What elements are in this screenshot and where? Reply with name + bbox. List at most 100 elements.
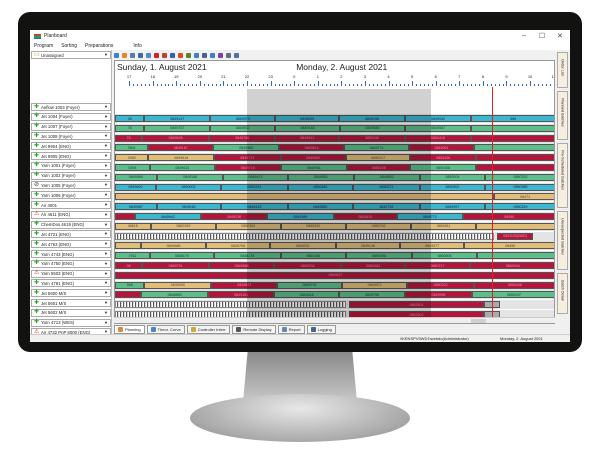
batch-bar[interactable]: 0849716 bbox=[214, 164, 281, 171]
batch-bar[interactable]: 0849157 bbox=[148, 144, 214, 152]
machine-dropdown[interactable]: ⊘ Yarn 1005 (Foyer) ▼ bbox=[31, 181, 111, 190]
batch-bar[interactable]: 089 bbox=[470, 115, 554, 122]
batch-bar[interactable]: 0850762 bbox=[345, 222, 412, 230]
side-tab[interactable]: Order List bbox=[557, 52, 568, 88]
batch-bar[interactable]: 0849419 bbox=[221, 203, 288, 211]
machine-dropdown[interactable]: ✚ Yarn 4743 (ENG) ▼ bbox=[31, 250, 111, 258]
batch-bar[interactable]: 0849997 bbox=[419, 203, 485, 211]
batch-bar[interactable]: 0851155(0852) bbox=[497, 232, 534, 240]
maximize-button[interactable]: ☐ bbox=[539, 33, 546, 40]
batch-bar[interactable]: 0850208 bbox=[347, 164, 411, 171]
machine-dropdown[interactable]: ✚ Jet 9904 (ENG) ▼ bbox=[31, 142, 111, 151]
toolbar-button-icon[interactable] bbox=[194, 52, 199, 58]
batch-bar[interactable]: 0849418 bbox=[274, 291, 339, 299]
batch-bar[interactable]: 0849379 bbox=[210, 115, 276, 122]
machine-dropdown[interactable]: ✚ ChemDos 4619 (ENG) ▼ bbox=[31, 220, 111, 229]
batch-bar[interactable]: 0850251 bbox=[221, 183, 288, 191]
batch-bar[interactable]: 0849148 bbox=[275, 124, 340, 132]
machine-dropdown[interactable]: ✚ Jet 4721 (ENG) ▼ bbox=[31, 230, 111, 239]
machine-dropdown[interactable]: ✚ Air 4001 ▼ bbox=[31, 201, 111, 209]
batch-bar[interactable]: 0849615 bbox=[149, 164, 215, 171]
machine-dropdown[interactable]: ✚ Jet 4763 (ENG) ▼ bbox=[31, 240, 111, 249]
batch-bar[interactable] bbox=[115, 301, 346, 309]
batch-bar[interactable]: 0850571 bbox=[353, 183, 420, 191]
toolbar-button-icon[interactable] bbox=[154, 52, 159, 58]
batch-bar[interactable]: 0848176 bbox=[149, 252, 215, 260]
toolbar-button-icon[interactable] bbox=[114, 52, 119, 58]
batch-bar[interactable]: 0850408 bbox=[410, 164, 476, 171]
batch-bar[interactable]: 0849188 bbox=[156, 173, 224, 181]
batch-bar[interactable]: 0849707 bbox=[144, 124, 211, 132]
tab-theor-curve[interactable]: Theor. Curve bbox=[146, 325, 185, 334]
machine-dropdown[interactable]: ✚ Yarn 4781 (ENG) ▼ bbox=[31, 279, 111, 288]
batch-bar[interactable]: 0849147 bbox=[144, 115, 211, 122]
toolbar-button-icon[interactable] bbox=[210, 52, 215, 58]
batch-bar[interactable]: 0849138 bbox=[200, 213, 268, 220]
batch-bar[interactable]: 0849987 bbox=[115, 203, 157, 211]
batch-bar[interactable] bbox=[470, 124, 554, 132]
batch-bar[interactable]: 0850220 bbox=[407, 281, 474, 289]
batch-bar[interactable]: 0849551 bbox=[287, 173, 355, 181]
batch-bar[interactable]: 0849400 bbox=[144, 281, 211, 289]
tab-logging[interactable]: Logging bbox=[306, 325, 336, 334]
batch-bar[interactable]: 0841 bbox=[115, 144, 149, 152]
batch-bar[interactable]: 0849931 bbox=[270, 242, 336, 250]
batch-bar[interactable]: 0850004 bbox=[419, 173, 485, 181]
batch-bar[interactable]: 0850530 bbox=[280, 222, 346, 230]
batch-bar[interactable]: 0849941 bbox=[275, 134, 339, 142]
batch-bar[interactable]: 0850249 bbox=[485, 203, 554, 211]
batch-bar[interactable]: 0850253 bbox=[485, 173, 554, 181]
batch-bar[interactable]: 0850159 bbox=[150, 222, 217, 230]
batch-bar[interactable]: 0849961 bbox=[409, 144, 474, 152]
batch-bar[interactable]: 0849739 bbox=[353, 203, 420, 211]
batch-bar[interactable] bbox=[115, 291, 142, 299]
batch-bar[interactable]: 0850606 bbox=[412, 252, 477, 260]
machine-dropdown[interactable]: ✚ Yarn 1002 (Foyer) ▼ bbox=[31, 171, 111, 180]
filter-dropdown[interactable]: ▭ Unassigned ▼ bbox=[31, 51, 111, 59]
batch-bar[interactable]: 0394 bbox=[115, 164, 150, 171]
batch-bar[interactable]: 0850436 bbox=[410, 154, 476, 162]
batch-bar[interactable]: 0849986 bbox=[208, 262, 275, 269]
batch-bar[interactable]: 0848178 bbox=[214, 252, 281, 260]
batch-bar[interactable]: 0849774 bbox=[214, 154, 281, 162]
batch-bar[interactable] bbox=[115, 193, 495, 201]
machine-dropdown[interactable]: ✚ Jet 5600 M/S ▼ bbox=[31, 289, 111, 298]
batch-bar[interactable]: 0848963 bbox=[141, 291, 208, 299]
batch-bar[interactable]: 08 bbox=[115, 262, 143, 269]
toolbar-button-icon[interactable] bbox=[186, 52, 191, 58]
menu-info[interactable]: Info bbox=[133, 43, 142, 49]
toolbar-button-icon[interactable] bbox=[234, 52, 239, 58]
toolbar-button-icon[interactable] bbox=[146, 52, 151, 58]
batch-bar[interactable]: 0849480 bbox=[141, 242, 206, 250]
batch-bar[interactable]: 0849942 bbox=[405, 115, 471, 122]
machine-dropdown[interactable]: ✚ Jet 9905 (ENG) ▼ bbox=[31, 152, 111, 160]
batch-bar[interactable]: 30 bbox=[115, 115, 145, 122]
tab-planning[interactable]: Planning bbox=[114, 325, 145, 334]
machine-dropdown[interactable]: ✚ Jet 1007 (Foyer) ▼ bbox=[31, 122, 111, 131]
machine-dropdown[interactable]: ✚ Aeflow 1003 (Foyer) ▼ bbox=[31, 103, 111, 111]
batch-bar[interactable] bbox=[475, 154, 554, 162]
batch-bar[interactable]: 0849181 bbox=[207, 291, 275, 299]
batch-bar[interactable]: 568 bbox=[115, 281, 145, 289]
batch-bar[interactable]: 0850416 bbox=[405, 134, 471, 142]
batch-bar[interactable]: 0849423 bbox=[223, 173, 288, 181]
horizontal-scrollbar[interactable] bbox=[114, 317, 555, 323]
batch-bar[interactable]: 0850811 bbox=[411, 222, 476, 230]
batch-bar[interactable]: 0850480 bbox=[287, 183, 354, 191]
batch-bar[interactable]: 0849791 bbox=[142, 262, 209, 269]
batch-bar[interactable]: 0849156 bbox=[338, 115, 406, 122]
side-tab[interactable]: Batch Detail bbox=[557, 273, 568, 315]
batch-bar[interactable]: 0849792 bbox=[277, 281, 342, 289]
machine-dropdown[interactable]: ⚠ Air 4611 (ENG) ▼ bbox=[31, 210, 111, 219]
toolbar-button-icon[interactable] bbox=[202, 52, 207, 58]
machine-dropdown[interactable]: ✚ Jet 5601 M/S ▼ bbox=[31, 299, 111, 307]
batch-bar[interactable]: 0850396 bbox=[345, 252, 413, 260]
batch-bar[interactable] bbox=[115, 232, 495, 240]
batch-bar[interactable]: 0850394 bbox=[216, 222, 281, 230]
batch-bar[interactable]: 0850446 bbox=[473, 281, 554, 289]
batch-bar[interactable]: 0850234 bbox=[274, 262, 341, 269]
batch-bar[interactable]: 08490 bbox=[462, 213, 554, 220]
side-tab[interactable]: Planned Batches bbox=[557, 91, 568, 140]
batch-bar[interactable]: 0849800 bbox=[115, 183, 156, 191]
batch-bar[interactable]: 0852601 bbox=[348, 301, 485, 309]
